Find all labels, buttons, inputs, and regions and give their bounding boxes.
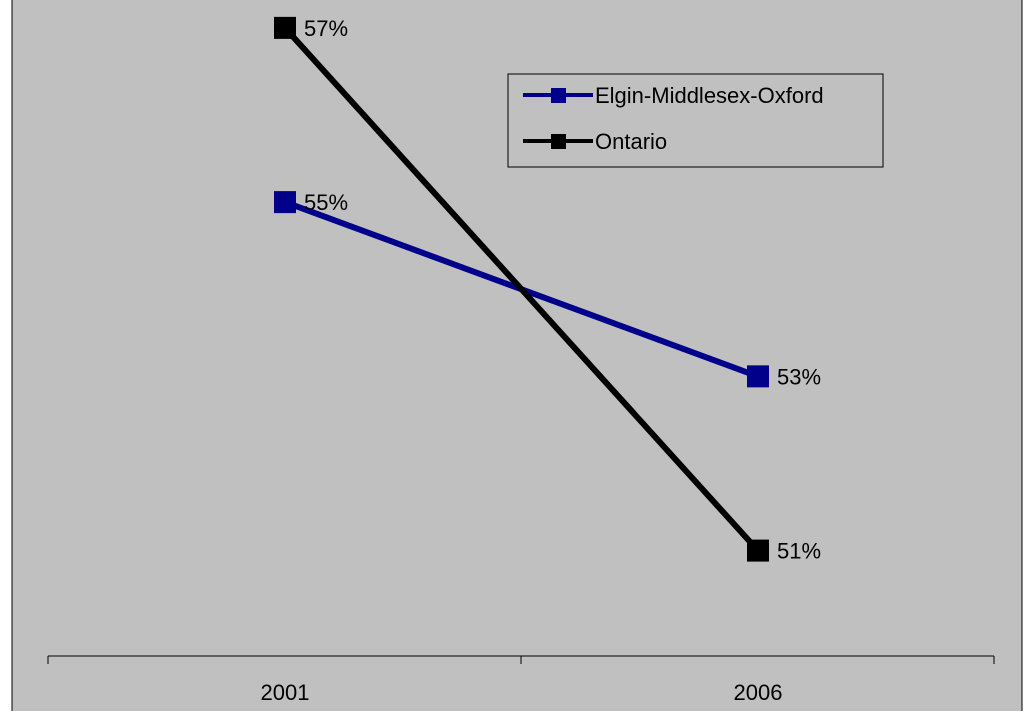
data-point [274, 191, 296, 214]
legend-marker-ontario [551, 134, 566, 149]
legend-item-elgin-middlesex-oxford: Elgin-Middlesex-Oxford [523, 83, 824, 108]
data-label: 57% [304, 16, 348, 41]
legend-marker-elgin [551, 88, 566, 103]
data-point [747, 365, 769, 388]
data-label: 53% [777, 364, 821, 389]
legend: Elgin-Middlesex-Oxford Ontario [507, 73, 884, 168]
data-point [747, 539, 769, 562]
legend-item-ontario: Ontario [523, 129, 667, 154]
x-tick-label: 2006 [734, 680, 783, 705]
x-tick-label: 2001 [261, 680, 310, 705]
series-ontario: 57% 51% [274, 16, 821, 564]
series-layer: 55% 53% 57% 51% [274, 16, 821, 564]
data-label: 55% [304, 190, 348, 215]
x-axis: 2001 2006 [47, 655, 995, 705]
data-label: 51% [777, 539, 821, 564]
legend-label: Elgin-Middlesex-Oxford [595, 83, 824, 108]
series-line-ontario [282, 25, 761, 553]
legend-box [507, 73, 884, 168]
data-point [274, 16, 296, 39]
legend-label: Ontario [595, 129, 667, 154]
